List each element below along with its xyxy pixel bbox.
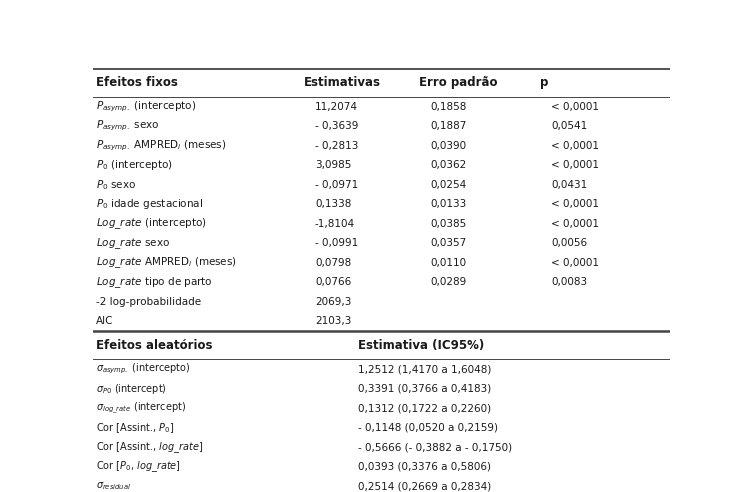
Text: 2069,3: 2069,3 <box>315 297 351 307</box>
Text: 1,2512 (1,4170 a 1,6048): 1,2512 (1,4170 a 1,6048) <box>359 364 492 374</box>
Text: < 0,0001: < 0,0001 <box>551 102 600 112</box>
Text: $\mathit{P}_0$ idade gestacional: $\mathit{P}_0$ idade gestacional <box>96 197 203 211</box>
Text: Estimativa (IC95%): Estimativa (IC95%) <box>359 339 484 352</box>
Text: -2 log-probabilidade: -2 log-probabilidade <box>96 297 201 307</box>
Text: - 0,3639: - 0,3639 <box>315 121 359 131</box>
Text: 3,0985: 3,0985 <box>315 160 351 170</box>
Text: 0,1887: 0,1887 <box>430 121 466 131</box>
Text: 0,1338: 0,1338 <box>315 199 351 209</box>
Text: $\mathit{P}_0$ (intercepto): $\mathit{P}_0$ (intercepto) <box>96 158 173 172</box>
Text: $\mathit{P}_0$ sexo: $\mathit{P}_0$ sexo <box>96 178 136 191</box>
Text: 0,0766: 0,0766 <box>315 277 351 287</box>
Text: - 0,5666 (- 0,3882 a - 0,1750): - 0,5666 (- 0,3882 a - 0,1750) <box>359 442 513 452</box>
Text: 0,0385: 0,0385 <box>430 219 466 229</box>
Text: 0,0254: 0,0254 <box>430 180 466 190</box>
Text: $\mathit{P}_{asymp.}$ AMPRED$_i$ (meses): $\mathit{P}_{asymp.}$ AMPRED$_i$ (meses) <box>96 139 226 153</box>
Text: < 0,0001: < 0,0001 <box>551 160 600 170</box>
Text: Efeitos fixos: Efeitos fixos <box>96 76 178 89</box>
Text: 0,0357: 0,0357 <box>430 238 466 248</box>
Text: 0,3391 (0,3766 a 0,4183): 0,3391 (0,3766 a 0,4183) <box>359 384 492 394</box>
Text: - 0,0971: - 0,0971 <box>315 180 359 190</box>
Text: 0,0362: 0,0362 <box>430 160 466 170</box>
Text: < 0,0001: < 0,0001 <box>551 199 600 209</box>
Text: Cor [Assint., $\mathit{log\_rate}$]: Cor [Assint., $\mathit{log\_rate}$] <box>96 440 203 455</box>
Text: $\mathit{\sigma}_{residual}$: $\mathit{\sigma}_{residual}$ <box>96 480 131 492</box>
Text: 0,0541: 0,0541 <box>551 121 588 131</box>
Text: 0,1858: 0,1858 <box>430 102 466 112</box>
Text: $\mathit{\sigma}_{P0}$ (intercept): $\mathit{\sigma}_{P0}$ (intercept) <box>96 382 167 396</box>
Text: Estimativas: Estimativas <box>304 76 380 89</box>
Text: 0,0289: 0,0289 <box>430 277 466 287</box>
Text: 0,0393 (0,3376 a 0,5806): 0,0393 (0,3376 a 0,5806) <box>359 462 491 472</box>
Text: $\mathit{\sigma}_{log\_rate}$ (intercept): $\mathit{\sigma}_{log\_rate}$ (intercept… <box>96 400 186 416</box>
Text: Cor [Assint., $\mathit{P}_0$]: Cor [Assint., $\mathit{P}_0$] <box>96 421 174 434</box>
Text: 0,0798: 0,0798 <box>315 258 351 268</box>
Text: 0,2514 (0,2669 a 0,2834): 0,2514 (0,2669 a 0,2834) <box>359 481 492 492</box>
Text: $\mathit{\sigma}_{asymp.}$ (intercepto): $\mathit{\sigma}_{asymp.}$ (intercepto) <box>96 362 190 376</box>
Text: < 0,0001: < 0,0001 <box>551 258 600 268</box>
Text: $\mathit{P}_{asymp.}$ sexo: $\mathit{P}_{asymp.}$ sexo <box>96 119 159 133</box>
Text: Erro padrão: Erro padrão <box>419 76 497 89</box>
Text: - 0,2813: - 0,2813 <box>315 141 359 151</box>
Text: $\mathit{Log\_rate}$ (intercepto): $\mathit{Log\_rate}$ (intercepto) <box>96 216 207 231</box>
Text: 0,0110: 0,0110 <box>430 258 466 268</box>
Text: - 0,1148 (0,0520 a 0,2159): - 0,1148 (0,0520 a 0,2159) <box>359 423 498 433</box>
Text: 0,0083: 0,0083 <box>551 277 588 287</box>
Text: p: p <box>540 76 548 89</box>
Text: < 0,0001: < 0,0001 <box>551 219 600 229</box>
Text: 0,0390: 0,0390 <box>430 141 466 151</box>
Text: 0,1312 (0,1722 a 0,2260): 0,1312 (0,1722 a 0,2260) <box>359 403 491 413</box>
Text: < 0,0001: < 0,0001 <box>551 141 600 151</box>
Text: $\mathit{P}_{asymp.}$ (intercepto): $\mathit{P}_{asymp.}$ (intercepto) <box>96 99 196 114</box>
Text: Efeitos aleatórios: Efeitos aleatórios <box>96 339 212 352</box>
Text: $\mathit{Log\_rate}$ sexo: $\mathit{Log\_rate}$ sexo <box>96 236 170 250</box>
Text: $\mathit{Log\_rate}$ AMPRED$_i$ (meses): $\mathit{Log\_rate}$ AMPRED$_i$ (meses) <box>96 255 237 270</box>
Text: 0,0431: 0,0431 <box>551 180 588 190</box>
Text: Cor [$\mathit{P}_0$, $\mathit{log\_rate}$]: Cor [$\mathit{P}_0$, $\mathit{log\_rate}… <box>96 460 181 474</box>
Text: AIC: AIC <box>96 316 113 326</box>
Text: 0,0133: 0,0133 <box>430 199 466 209</box>
Text: -1,8104: -1,8104 <box>315 219 355 229</box>
Text: 2103,3: 2103,3 <box>315 316 351 326</box>
Text: 11,2074: 11,2074 <box>315 102 358 112</box>
Text: 0,0056: 0,0056 <box>551 238 588 248</box>
Text: - 0,0991: - 0,0991 <box>315 238 359 248</box>
Text: $\mathit{Log\_rate}$ tipo de parto: $\mathit{Log\_rate}$ tipo de parto <box>96 275 213 290</box>
